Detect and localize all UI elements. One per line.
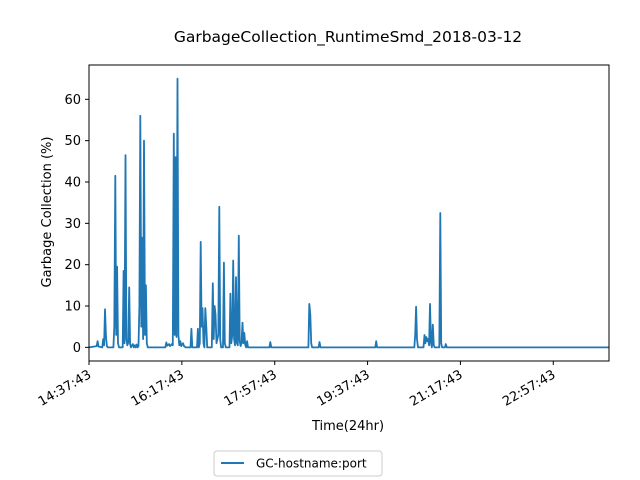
legend: GC-hostname:port (213, 450, 383, 477)
plot-frame (88, 64, 610, 362)
y-tick-label: 10 (64, 300, 81, 315)
x-tick-label: 22:57:43 (500, 367, 558, 409)
y-tick-label: 40 (64, 175, 81, 190)
x-tick-label: 14:37:43 (36, 367, 94, 409)
x-axis-label: Time(24hr) (311, 419, 384, 434)
legend-label: GC-hostname:port (256, 457, 367, 471)
y-tick-label: 50 (64, 134, 81, 149)
x-tick-label: 19:37:43 (315, 367, 373, 409)
y-tick-label: 20 (64, 258, 81, 273)
series-line-0 (88, 77, 609, 349)
plot-area (88, 64, 610, 362)
y-tick-label: 60 (64, 93, 81, 108)
x-axis: 14:37:43 16:17:43 17:57:43 19:37:43 21:17:43… (36, 361, 558, 410)
y-axis: 0 10 20 30 40 50 60 (64, 93, 89, 356)
y-tick-label: 30 (64, 217, 81, 232)
y-axis-label: Garbage Collection (%) (40, 137, 55, 288)
y-tick-label: 0 (73, 341, 81, 356)
x-tick-label: 17:57:43 (222, 367, 280, 409)
x-tick-label: 16:17:43 (129, 367, 187, 409)
x-tick-label: 21:17:43 (407, 367, 465, 409)
legend-frame (213, 450, 383, 477)
chart-title: GarbageCollection_RuntimeSmd_2018-03-12 (174, 28, 522, 47)
